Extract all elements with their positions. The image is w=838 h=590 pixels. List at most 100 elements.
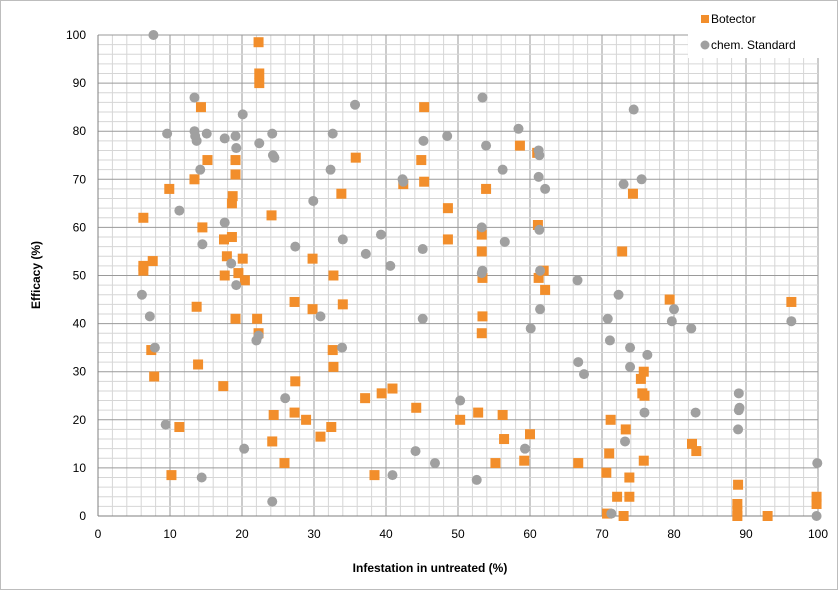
point-chem-standard [534, 224, 545, 235]
legend-label-chem-standard: chem. Standard [711, 38, 796, 52]
point-chem-standard [534, 150, 545, 161]
point-botector [289, 407, 300, 418]
point-chem-standard [628, 104, 639, 115]
point-chem-standard [398, 176, 409, 187]
point-botector [315, 431, 326, 442]
point-chem-standard [136, 289, 147, 300]
point-chem-standard [618, 179, 629, 190]
point-botector [327, 345, 338, 356]
point-botector [624, 491, 635, 502]
point-chem-standard [417, 313, 428, 324]
point-chem-standard [231, 143, 242, 154]
point-chem-standard [219, 217, 230, 228]
point-chem-standard [533, 171, 544, 182]
point-botector [230, 313, 241, 324]
point-botector [164, 183, 175, 194]
point-botector [762, 511, 773, 521]
point-botector [290, 376, 301, 387]
point-chem-standard [540, 183, 551, 194]
point-botector [138, 265, 149, 276]
point-chem-standard [360, 248, 371, 259]
point-botector [540, 284, 551, 295]
x-tick-label: 0 [95, 527, 102, 541]
y-tick-label: 10 [73, 461, 87, 475]
point-chem-standard [385, 260, 396, 271]
point-chem-standard [429, 458, 440, 469]
point-botector [289, 296, 300, 307]
point-botector [419, 176, 430, 187]
point-chem-standard [417, 244, 428, 255]
point-botector [226, 198, 237, 209]
point-botector [442, 234, 453, 245]
y-tick-label: 40 [73, 317, 87, 331]
point-botector [307, 253, 318, 264]
point-chem-standard [315, 311, 326, 322]
y-tick-label: 50 [73, 269, 87, 283]
point-botector [481, 183, 492, 194]
point-chem-standard [733, 405, 744, 416]
point-chem-standard [144, 311, 155, 322]
point-botector [411, 402, 422, 413]
x-tick-label: 10 [163, 527, 177, 541]
x-tick-label: 90 [739, 527, 753, 541]
point-botector [476, 246, 487, 257]
point-botector [635, 373, 646, 384]
point-botector [620, 424, 631, 435]
point-botector [138, 212, 149, 223]
point-chem-standard [197, 239, 208, 250]
point-chem-standard [253, 330, 264, 341]
point-botector [490, 458, 501, 469]
point-botector [197, 222, 208, 233]
point-botector [239, 275, 250, 286]
point-chem-standard [636, 174, 647, 185]
point-botector [219, 234, 229, 245]
point-chem-standard [160, 419, 171, 430]
point-chem-standard [267, 128, 278, 139]
point-botector [732, 511, 743, 521]
x-tick-label: 30 [307, 527, 321, 541]
point-chem-standard [733, 424, 744, 435]
point-chem-standard [239, 443, 250, 454]
point-botector [254, 78, 265, 89]
point-botector [519, 455, 530, 466]
point-chem-standard [620, 436, 631, 447]
point-chem-standard [690, 407, 701, 418]
point-botector [166, 470, 177, 481]
point-botector [604, 448, 615, 459]
point-chem-standard [327, 128, 338, 139]
point-botector [174, 422, 185, 433]
point-botector [733, 479, 744, 490]
point-botector [477, 311, 488, 322]
point-chem-standard [513, 123, 524, 134]
point-botector [193, 359, 204, 370]
point-chem-standard [525, 323, 536, 334]
y-tick-label: 20 [73, 413, 87, 427]
point-chem-standard [325, 164, 336, 175]
point-botector [369, 470, 380, 481]
point-botector [416, 155, 427, 166]
point-botector [279, 458, 290, 469]
data-points [136, 30, 823, 521]
y-tick-label: 100 [66, 28, 86, 42]
point-botector [226, 232, 237, 243]
point-chem-standard [477, 92, 488, 103]
point-botector [230, 155, 241, 166]
point-chem-standard [269, 152, 280, 163]
point-botector [617, 246, 628, 257]
point-botector [601, 467, 612, 478]
point-chem-standard [811, 511, 822, 521]
point-botector [195, 102, 206, 113]
point-botector [307, 304, 318, 315]
point-chem-standard [606, 508, 617, 519]
point-chem-standard [497, 164, 508, 175]
point-chem-standard [219, 133, 230, 144]
x-axis-title: Infestation in untreated (%) [353, 561, 508, 575]
point-chem-standard [604, 335, 615, 346]
point-botector [336, 188, 347, 199]
point-botector [473, 407, 484, 418]
point-chem-standard [418, 135, 429, 146]
point-chem-standard [375, 229, 386, 240]
point-chem-standard [625, 361, 636, 372]
point-botector [254, 68, 265, 79]
point-botector [455, 414, 466, 425]
